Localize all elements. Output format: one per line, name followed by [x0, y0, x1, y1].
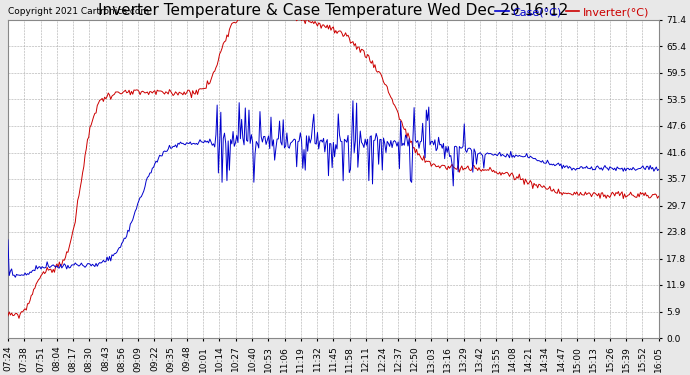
Text: Copyright 2021 Cartronics.com: Copyright 2021 Cartronics.com [8, 8, 149, 16]
Title: Inverter Temperature & Case Temperature Wed Dec 29 16:12: Inverter Temperature & Case Temperature … [98, 3, 569, 18]
Legend: Case(°C), Inverter(°C): Case(°C), Inverter(°C) [491, 3, 653, 22]
